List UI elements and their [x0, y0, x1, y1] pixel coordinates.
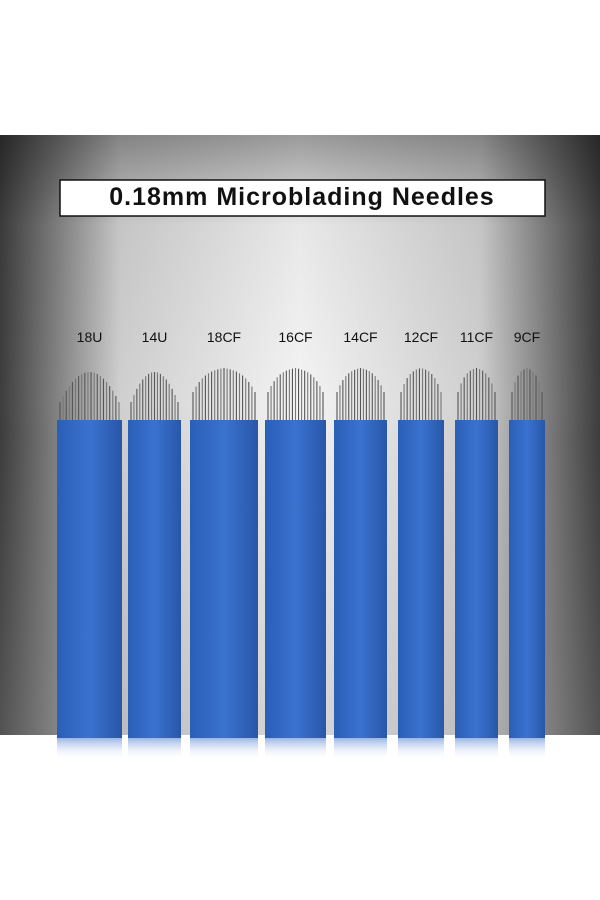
blade-label: 14CF — [343, 329, 377, 345]
blade-reflection — [57, 738, 122, 760]
blade-body — [398, 420, 444, 738]
blade-label: 11CF — [460, 329, 493, 345]
blade-reflection — [509, 738, 545, 760]
blade-body — [57, 420, 122, 738]
blade-reflection — [190, 738, 258, 760]
blade-label: 18CF — [207, 329, 241, 345]
blade-body — [509, 420, 545, 738]
blade-label: 16CF — [278, 329, 312, 345]
title: 0.18mm Microblading Needles — [109, 183, 494, 211]
blade-label: 18U — [77, 329, 103, 345]
blade-label: 9CF — [514, 329, 540, 345]
blade-body — [128, 420, 181, 738]
title-box — [59, 179, 546, 217]
blade-body — [265, 420, 326, 738]
blade-label: 14U — [142, 329, 168, 345]
blade-reflection — [265, 738, 326, 760]
blade-body — [455, 420, 498, 738]
blade-reflection — [128, 738, 181, 760]
blade-label: 12CF — [404, 329, 438, 345]
blades: 18U 14U 18CF 16CF 14CF 12CF 11CF 9CF — [57, 329, 545, 760]
blade-reflection — [455, 738, 498, 760]
blade-reflection — [334, 738, 387, 760]
blade-body — [190, 420, 258, 738]
blade-body — [334, 420, 387, 738]
blade-reflection — [398, 738, 444, 760]
